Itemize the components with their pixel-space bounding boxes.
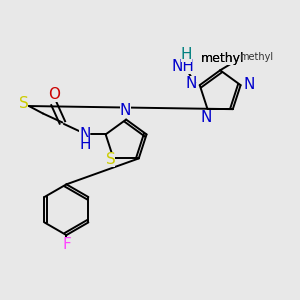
Text: N: N (200, 110, 212, 125)
Text: NH: NH (172, 59, 195, 74)
Text: H: H (79, 137, 91, 152)
Text: N: N (79, 127, 90, 142)
Text: methyl: methyl (201, 52, 244, 65)
Text: methyl: methyl (201, 52, 244, 65)
Text: N: N (120, 103, 131, 118)
Text: F: F (62, 237, 71, 252)
Text: N: N (185, 76, 196, 91)
Text: S: S (19, 95, 28, 110)
Text: O: O (48, 88, 60, 103)
Text: methyl: methyl (239, 52, 273, 62)
Text: H: H (181, 46, 192, 62)
Text: N: N (243, 77, 255, 92)
Text: S: S (106, 152, 116, 167)
